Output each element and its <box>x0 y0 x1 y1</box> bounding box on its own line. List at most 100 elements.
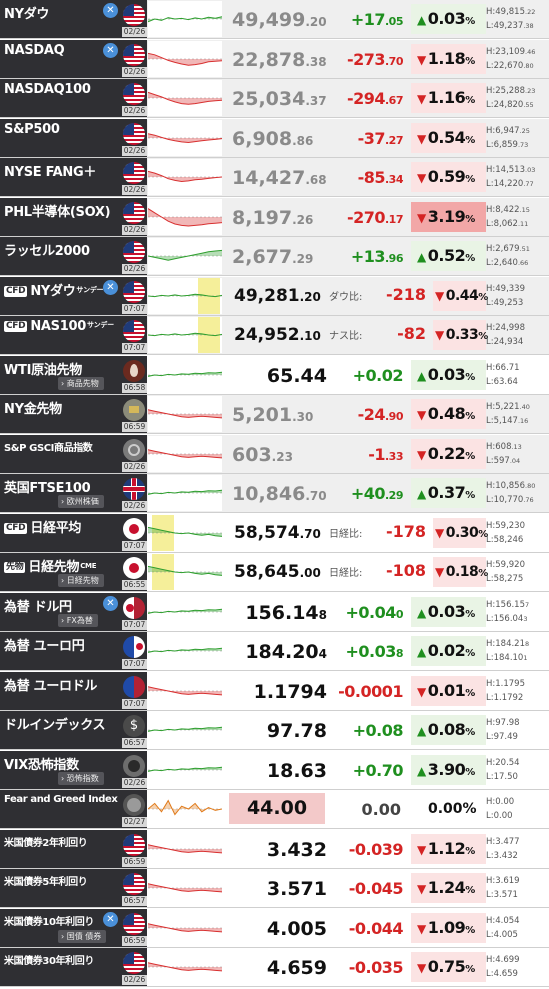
ticker-row[interactable]: ドルインデックス $06:57 97.78 +0.08 ▲ 0.08% H:97.98 L:9… <box>0 711 549 750</box>
ticker-name-cell[interactable]: PHL半導体(SOX) 02/26 <box>0 197 147 236</box>
ticker-row[interactable]: 米国債券5年利回り 06:57 3.571 -0.045 ▼ 1.24% H:3.619 L:… <box>0 869 549 908</box>
price-dec: 8 <box>318 607 327 622</box>
ticker-name-cell[interactable]: NYダウ ✕ 02/26 <box>0 0 147 38</box>
ticker-name-cell[interactable]: CFD NAS100サンデー 07:07 <box>0 316 147 354</box>
mini-chart[interactable] <box>147 435 223 472</box>
mini-chart[interactable] <box>147 40 223 77</box>
ticker-name-cell[interactable]: NASDAQ ✕ 02/26 <box>0 39 147 78</box>
sparkline <box>147 554 223 590</box>
mini-chart[interactable] <box>147 909 223 946</box>
ticker-row[interactable]: Fear and Greed Index 02/27 44.00 0.00 0.00% H… <box>0 790 549 829</box>
ticker-name: ドルインデックス <box>4 714 106 733</box>
change-dec: .34 <box>385 173 404 186</box>
mini-chart[interactable] <box>147 80 223 116</box>
mini-chart[interactable] <box>147 791 223 827</box>
ticker-name-cell[interactable]: VIX恐怖指数 › 恐怖指数 02/26 <box>0 750 147 789</box>
ticker-name-cell[interactable]: ドルインデックス $06:57 <box>0 711 147 749</box>
mini-chart[interactable] <box>147 475 223 511</box>
ticker-name-cell[interactable]: 米国債券2年利回り 06:59 <box>0 829 147 868</box>
x-share-icon[interactable]: ✕ <box>103 279 118 295</box>
ticker-row[interactable]: 米国債券30年利回り 02/26 4.659 -0.035 ▼ 0.75% H:4.699 L… <box>0 948 549 987</box>
ticker-row[interactable]: NYSE FANG＋ 02/26 14,427.68 -85.34 ▼ 0.59% H:14… <box>0 158 549 197</box>
ticker-row[interactable]: PHL半導体(SOX) 02/26 8,197.26 -270.17 ▼ 3.19% H:8… <box>0 197 549 237</box>
ticker-row[interactable]: 先物 日経先物CME › 日経先物 06:55 58,645.00 日経比: -108 ▼ 0.… <box>0 553 549 592</box>
ticker-row[interactable]: CFD 日経平均 07:07 58,574.70 日経比: -178 ▼ 0.30% H:59,… <box>0 513 549 553</box>
mini-chart[interactable] <box>147 830 223 867</box>
category-button[interactable]: › 欧州株価 <box>58 495 104 508</box>
ticker-name-cell[interactable]: 米国債券5年利回り 06:57 <box>0 869 147 907</box>
ticker-row[interactable]: 英国FTSE100 › 欧州株価 02/26 10,846.70 +40.29 ▲ 0.37… <box>0 474 549 513</box>
timestamp: 06:57 <box>122 896 147 906</box>
ticker-row[interactable]: NASDAQ ✕ 02/26 22,878.38 -273.70 ▼ 1.18% H:23,1… <box>0 39 549 79</box>
change-value: +0.038 <box>345 642 403 661</box>
ticker-name-cell[interactable]: NY金先物 06:59 <box>0 395 147 433</box>
ticker-name-cell[interactable]: WTI原油先物 › 商品先物 06:58 <box>0 355 147 394</box>
ticker-name-cell[interactable]: CFD NYダウサンデー ✕ 07:07 <box>0 276 147 315</box>
mini-chart[interactable] <box>147 554 223 590</box>
ticker-row[interactable]: WTI原油先物 › 商品先物 06:58 65.44 +0.02 ▲ 0.03% H:66.7… <box>0 355 549 395</box>
ticker-name-cell[interactable]: NASDAQ100 02/26 <box>0 79 147 117</box>
ticker-name-cell[interactable]: 英国FTSE100 › 欧州株価 02/26 <box>0 474 147 512</box>
mini-chart[interactable] <box>147 672 223 709</box>
x-share-icon[interactable]: ✕ <box>103 911 118 927</box>
mini-chart[interactable] <box>147 159 223 195</box>
price: 58,645.00 <box>234 562 321 582</box>
ticker-name-cell[interactable]: S&P500 02/26 <box>0 118 147 157</box>
mini-chart[interactable] <box>147 238 223 274</box>
mini-chart[interactable] <box>147 633 223 669</box>
category-button[interactable]: › 商品先物 <box>58 376 104 390</box>
category-button[interactable]: › 恐怖指数 <box>58 771 104 785</box>
ticker-row[interactable]: 為替 ドル円 › FX為替 ✕ 07:07 156.148 +0.040 ▲ 0.03% H:1… <box>0 592 549 632</box>
category-button[interactable]: › 国債 債券 <box>58 929 107 943</box>
ticker-name-cell[interactable]: 米国債券30年利回り 02/26 <box>0 948 147 986</box>
mini-chart[interactable] <box>147 119 223 156</box>
mini-chart[interactable] <box>147 712 223 748</box>
mini-chart[interactable] <box>147 317 223 353</box>
ticker-name-cell[interactable]: 為替 ユーロドル 07:07 <box>0 671 147 710</box>
sunday-label: サンデー <box>86 321 114 329</box>
mini-chart[interactable] <box>147 277 223 314</box>
ticker-name-cell[interactable]: Fear and Greed Index 02/27 <box>0 790 147 828</box>
ticker-row[interactable]: S&P GSCI商品指数 02/26 603.23 -1.33 ▼ 0.22% H:608.… <box>0 434 549 474</box>
ticker-name-cell[interactable]: NYSE FANG＋ 02/26 <box>0 158 147 196</box>
ticker-name-cell[interactable]: 為替 ドル円 › FX為替 ✕ 07:07 <box>0 592 147 631</box>
ticker-name-cell[interactable]: S&P GSCI商品指数 02/26 <box>0 434 147 473</box>
ticker-name-cell[interactable]: 為替 ユーロ円 07:07 <box>0 632 147 670</box>
percent-sign: % <box>465 134 475 146</box>
percent-value: 0.59 <box>427 167 466 186</box>
mini-chart[interactable] <box>147 198 223 235</box>
ticker-row[interactable]: S&P500 02/26 6,908.86 -37.27 ▼ 0.54% H:6,947.2… <box>0 118 549 158</box>
ticker-row[interactable]: 為替 ユーロ円 07:07 184.204 +0.038 ▲ 0.02% H:184.218… <box>0 632 549 671</box>
ticker-name-cell[interactable]: 先物 日経先物CME › 日経先物 06:55 <box>0 553 147 591</box>
ticker-row[interactable]: CFD NYダウサンデー ✕ 07:07 49,281.20 ダウ比: -218 ▼ 0.44%… <box>0 276 549 316</box>
mini-chart[interactable] <box>147 514 223 551</box>
x-share-icon[interactable]: ✕ <box>103 42 118 58</box>
mini-chart[interactable] <box>147 356 223 393</box>
mini-chart[interactable] <box>147 751 223 788</box>
mini-chart[interactable] <box>147 396 223 432</box>
sparkline <box>147 962 223 972</box>
category-button[interactable]: › FX為替 <box>58 613 98 627</box>
ticker-name-cell[interactable]: CFD 日経平均 07:07 <box>0 513 147 552</box>
ticker-row[interactable]: 米国債券10年利回り › 国債 債券 ✕ 06:59 4.005 -0.044 ▼ 1.09%… <box>0 908 549 948</box>
mini-chart[interactable] <box>147 593 223 630</box>
ticker-row[interactable]: ラッセル2000 02/26 2,677.29 +13.96 ▲ 0.52% H:2,679… <box>0 237 549 276</box>
ticker-row[interactable]: CFD NAS100サンデー 07:07 24,952.10 ナス比: -82 ▼ 0.33%… <box>0 316 549 355</box>
sparkline <box>147 647 223 653</box>
ticker-row[interactable]: NY金先物 06:59 5,201.30 -24.90 ▼ 0.48% H:5,221.40… <box>0 395 549 434</box>
mini-chart[interactable] <box>147 1 223 37</box>
ticker-name-cell[interactable]: ラッセル2000 02/26 <box>0 237 147 275</box>
category-button[interactable]: › 日経先物 <box>58 574 104 587</box>
sparkline <box>147 514 223 551</box>
x-share-icon[interactable]: ✕ <box>103 3 118 18</box>
price: 4.005 <box>266 917 327 940</box>
ticker-row[interactable]: VIX恐怖指数 › 恐怖指数 02/26 18.63 +0.70 ▲ 3.90% H:20.5… <box>0 750 549 790</box>
ticker-row[interactable]: 為替 ユーロドル 07:07 1.1794 -0.0001 ▼ 0.01% H:1.1795… <box>0 671 549 711</box>
mini-chart[interactable] <box>147 949 223 985</box>
mini-chart[interactable] <box>147 870 223 906</box>
x-share-icon[interactable]: ✕ <box>103 595 118 611</box>
ticker-row[interactable]: NYダウ ✕ 02/26 49,499.20 +17.05 ▲ 0.03% H:49,815.… <box>0 0 549 39</box>
ticker-row[interactable]: 米国債券2年利回り 06:59 3.432 -0.039 ▼ 1.12% H:3.477 L:… <box>0 829 549 869</box>
ticker-row[interactable]: NASDAQ100 02/26 25,034.37 -294.67 ▼ 1.16% H:25… <box>0 79 549 118</box>
ticker-name-cell[interactable]: 米国債券10年利回り › 国債 債券 ✕ 06:59 <box>0 908 147 947</box>
